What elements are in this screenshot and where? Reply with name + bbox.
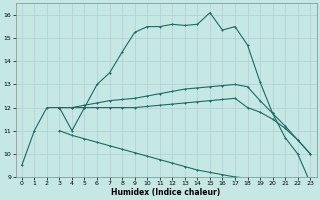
X-axis label: Humidex (Indice chaleur): Humidex (Indice chaleur) [111,188,221,197]
